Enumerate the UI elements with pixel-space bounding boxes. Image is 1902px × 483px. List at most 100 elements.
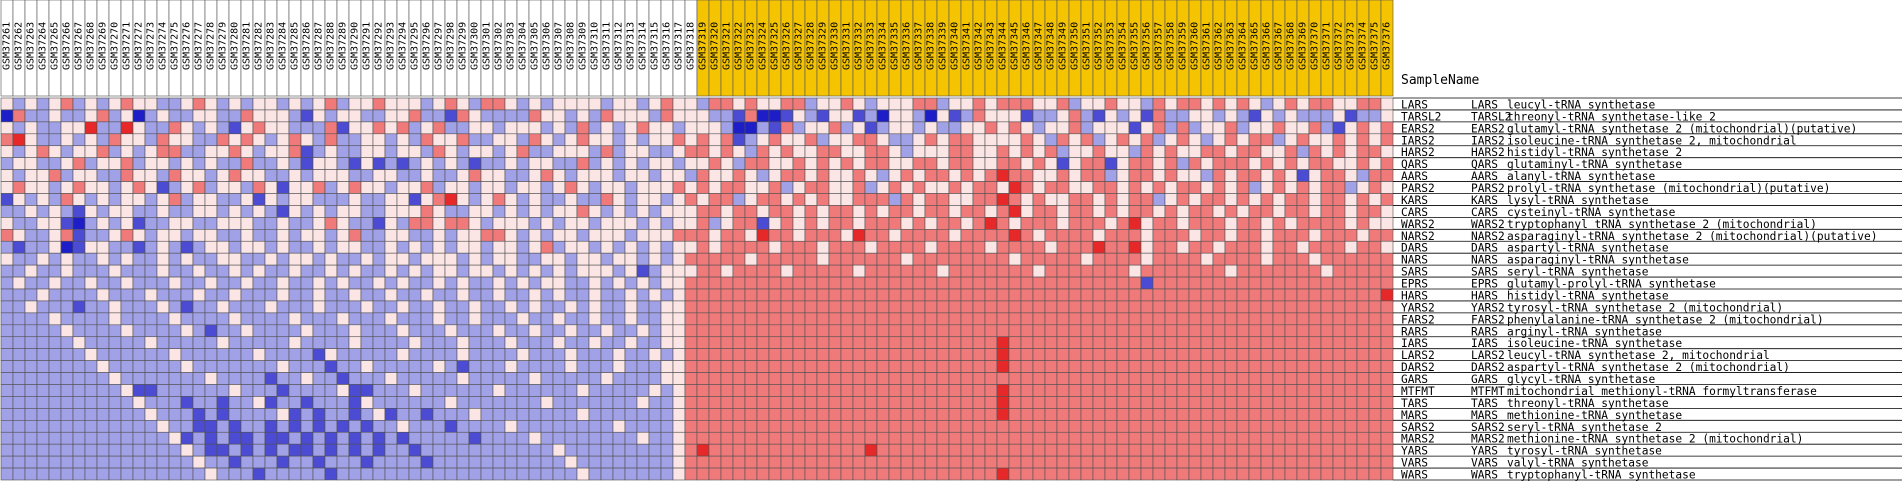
heatmap-cell: [612, 121, 626, 135]
heatmap-cell: [564, 276, 578, 290]
heatmap-cell: [864, 97, 878, 111]
heatmap-cell: [132, 288, 146, 302]
heatmap-cell: [168, 121, 182, 135]
heatmap-cell: [1320, 348, 1334, 361]
heatmap-cell: [1236, 467, 1250, 481]
heatmap-cell: [1212, 336, 1226, 349]
heatmap-cell: [1284, 360, 1298, 373]
heatmap-cell: [1368, 288, 1382, 302]
heatmap-cell: [288, 252, 302, 266]
heatmap-cell: [792, 109, 806, 123]
heatmap-cell: [792, 455, 806, 469]
heatmap-cell: [444, 408, 458, 421]
heatmap-cell: [924, 121, 938, 135]
sample-label: GSM37282: [254, 22, 265, 70]
heatmap-cell: [1080, 288, 1094, 302]
heatmap-cell: [888, 145, 902, 158]
heatmap-cell: [144, 229, 158, 242]
heatmap-cell: [852, 205, 866, 218]
heatmap-cell: [384, 205, 398, 218]
heatmap-cell: [636, 420, 650, 433]
heatmap-cell: [576, 181, 590, 194]
heatmap-cell: [948, 121, 962, 135]
heatmap-cell: [912, 97, 926, 111]
heatmap-cell: [276, 384, 290, 397]
heatmap-cell: [156, 443, 170, 457]
heatmap-cell: [1008, 312, 1022, 326]
heatmap-cell: [852, 157, 866, 170]
heatmap-cell: [336, 455, 350, 469]
gene-symbol: RARS: [1401, 325, 1428, 338]
heatmap-cell: [1116, 276, 1130, 290]
heatmap-cell: [1092, 97, 1106, 111]
heatmap-cell: [816, 193, 830, 206]
heatmap-cell: [1368, 205, 1382, 218]
heatmap-cell: [936, 372, 950, 385]
heatmap-cell: [576, 455, 590, 469]
heatmap-cell: [1116, 360, 1130, 373]
heatmap-cell: [1224, 229, 1238, 242]
heatmap-cell: [516, 217, 530, 230]
heatmap-cell: [1128, 288, 1142, 302]
heatmap-cell: [372, 145, 386, 158]
heatmap-cell: [576, 217, 590, 230]
heatmap-cell: [252, 300, 266, 314]
heatmap-cell: [0, 240, 14, 254]
heatmap-cell: [1164, 324, 1178, 338]
heatmap-cell: [1164, 420, 1178, 433]
heatmap-cell: [984, 240, 998, 254]
heatmap-cell: [1128, 360, 1142, 373]
heatmap-cell: [804, 181, 818, 194]
heatmap-cell: [180, 252, 194, 266]
heatmap-cell: [768, 181, 782, 194]
heatmap-cell: [996, 396, 1010, 409]
heatmap-cell: [912, 205, 926, 218]
heatmap-cell: [1272, 336, 1286, 349]
heatmap-cell: [348, 431, 362, 445]
heatmap-cell: [264, 217, 278, 230]
heatmap-cell: [84, 240, 98, 254]
gene-symbol-2: CARS: [1471, 206, 1498, 219]
heatmap-cell: [1128, 408, 1142, 421]
heatmap-cell: [396, 205, 410, 218]
heatmap-cell: [552, 109, 566, 123]
heatmap-cell: [324, 264, 338, 278]
heatmap-cell: [216, 408, 230, 421]
sample-label: GSM37276: [182, 22, 193, 70]
heatmap-cell: [216, 252, 230, 266]
heatmap-cell: [888, 169, 902, 182]
heatmap-cell: [492, 169, 506, 182]
heatmap-cell: [468, 408, 482, 421]
heatmap-cell: [600, 396, 614, 409]
heatmap-cell: [660, 169, 674, 182]
sample-label: GSM37344: [998, 22, 1009, 70]
heatmap-cell: [132, 169, 146, 182]
heatmap-cell: [1128, 181, 1142, 194]
heatmap-cell: [1032, 205, 1046, 218]
heatmap-cell: [756, 133, 770, 147]
heatmap-cell: [540, 217, 554, 230]
heatmap-cell: [264, 157, 278, 170]
heatmap-cell: [1200, 467, 1214, 481]
heatmap-cell: [576, 240, 590, 254]
heatmap-cell: [768, 145, 782, 158]
heatmap-cell: [912, 300, 926, 314]
heatmap-cell: [612, 97, 626, 111]
heatmap-cell: [732, 455, 746, 469]
heatmap-cell: [96, 420, 110, 433]
heatmap-cell: [372, 252, 386, 266]
heatmap-cell: [492, 240, 506, 254]
heatmap-cell: [624, 252, 638, 266]
heatmap-cell: [108, 109, 122, 123]
heatmap-cell: [588, 205, 602, 218]
heatmap-cell: [480, 145, 494, 158]
heatmap-cell: [144, 408, 158, 421]
heatmap-cell: [768, 420, 782, 433]
heatmap-cell: [456, 288, 470, 302]
heatmap-cell: [540, 336, 554, 349]
heatmap-cell: [0, 157, 14, 170]
heatmap-cell: [216, 336, 230, 349]
heatmap-cell: [72, 193, 86, 206]
heatmap-cell: [648, 193, 662, 206]
heatmap-cell: [492, 264, 506, 278]
